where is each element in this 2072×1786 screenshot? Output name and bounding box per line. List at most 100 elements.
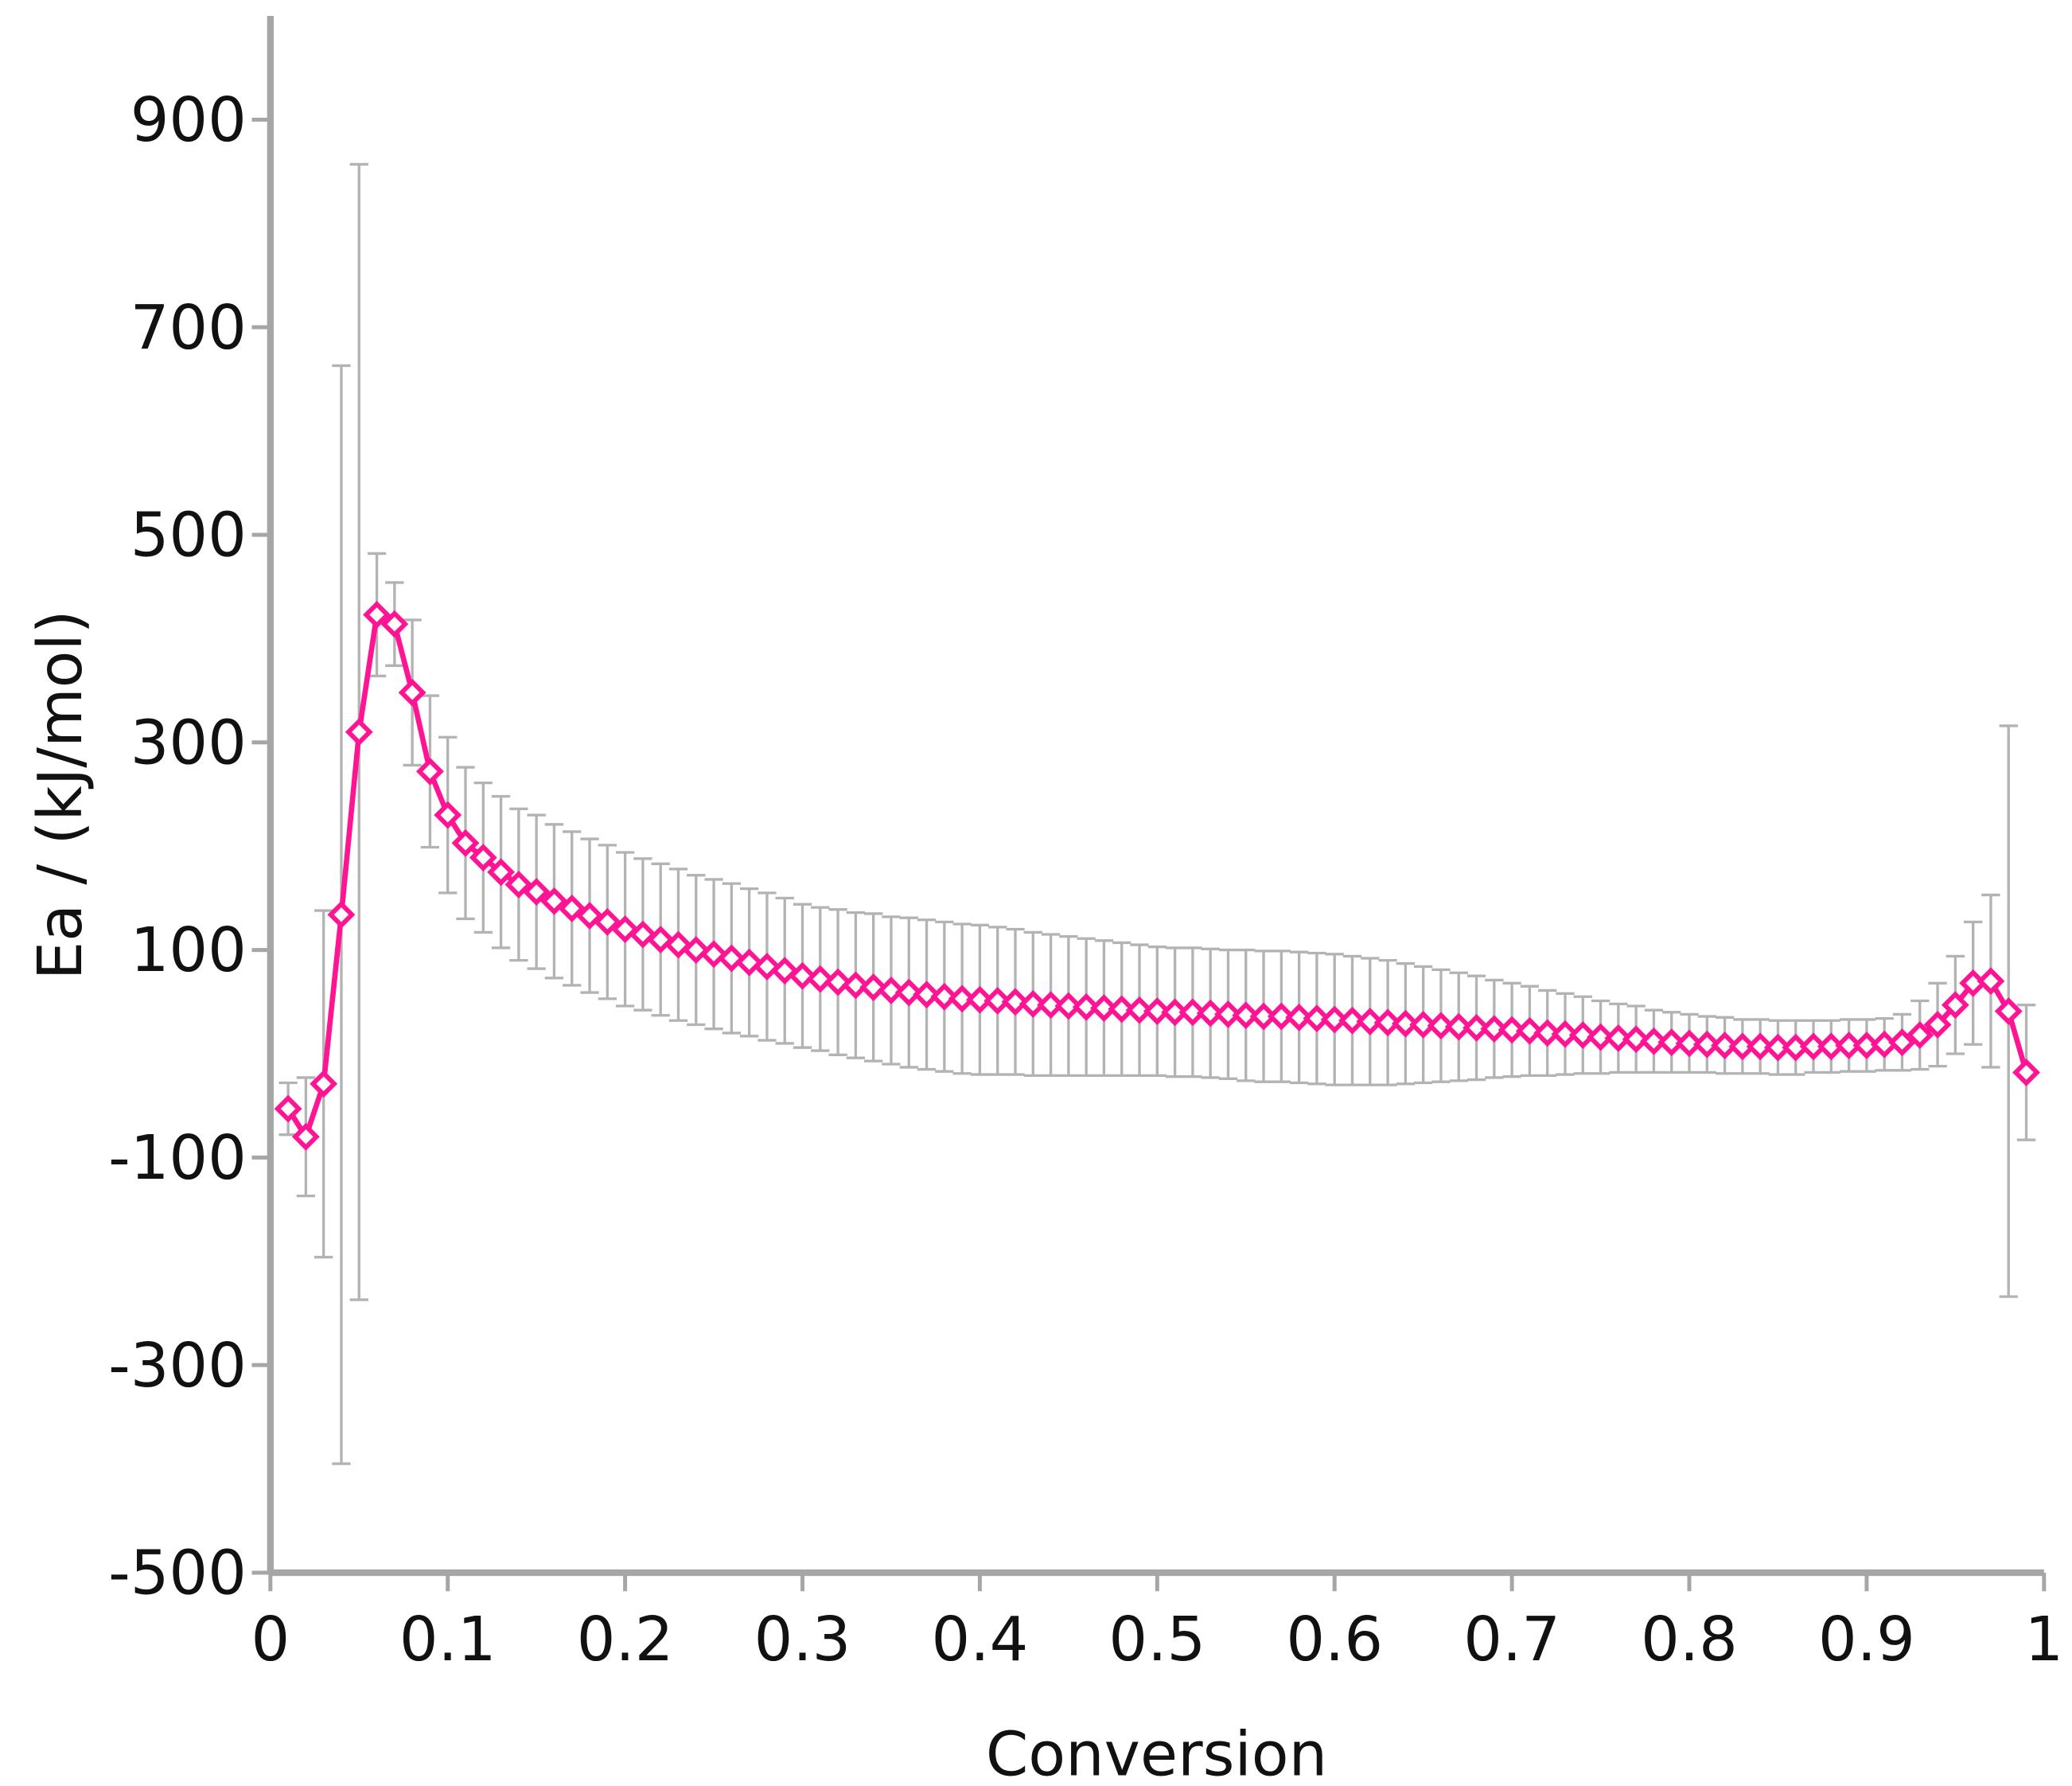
data-marker	[1125, 996, 1154, 1024]
data-marker	[1267, 1002, 1295, 1031]
x-tick-label: 0.7	[1463, 1605, 1560, 1675]
data-marker	[1037, 991, 1065, 1020]
data-marker	[1746, 1032, 1774, 1061]
data-marker	[1356, 1008, 1385, 1035]
data-marker	[894, 978, 923, 1007]
data-marker	[877, 977, 906, 1004]
x-tick-label: 0.4	[932, 1605, 1029, 1675]
data-marker	[1515, 1016, 1544, 1045]
data-marker	[415, 757, 444, 786]
data-marker	[1480, 1015, 1509, 1043]
data-marker	[1249, 1002, 1278, 1031]
data-marker	[913, 981, 941, 1009]
data-marker	[1196, 999, 1225, 1028]
data-marker	[841, 971, 870, 1000]
data-marker	[965, 985, 994, 1014]
data-marker	[451, 829, 480, 857]
data-marker	[1675, 1029, 1704, 1058]
y-tick-label: 100	[130, 915, 247, 986]
data-marker	[380, 610, 409, 638]
data-marker	[1711, 1031, 1739, 1059]
data-marker	[1444, 1012, 1473, 1041]
data-marker	[1906, 1021, 1934, 1049]
data-marker	[504, 870, 533, 899]
data-marker	[1835, 1031, 1864, 1059]
data-marker	[1108, 995, 1136, 1024]
data-marker	[469, 844, 497, 872]
data-marker	[1587, 1023, 1615, 1051]
data-marker	[1373, 1008, 1402, 1037]
y-axis-title: Ea / (kJ/mol)	[25, 610, 96, 980]
data-marker	[327, 900, 356, 929]
data-marker	[1657, 1028, 1686, 1057]
y-tick-label: 700	[130, 293, 247, 364]
y-tick-label: 300	[130, 708, 247, 778]
data-marker	[1728, 1032, 1757, 1061]
data-marker	[487, 858, 516, 887]
data-marker	[1072, 992, 1100, 1021]
data-marker	[1303, 1004, 1331, 1033]
data-marker	[363, 600, 391, 629]
data-marker	[1161, 998, 1190, 1027]
data-marker	[398, 678, 426, 707]
data-marker	[434, 801, 462, 829]
x-tick-label: 0.5	[1108, 1605, 1205, 1675]
x-tick-label: 0.3	[754, 1605, 851, 1675]
data-marker	[1090, 994, 1118, 1023]
data-marker	[1320, 1005, 1349, 1034]
data-marker	[1533, 1019, 1562, 1047]
data-marker	[770, 957, 799, 985]
data-marker	[1941, 991, 1969, 1020]
y-tick-label: 900	[130, 85, 247, 156]
data-marker	[1143, 997, 1171, 1025]
data-marker	[291, 1122, 320, 1151]
data-marker	[930, 982, 959, 1011]
data-marker	[983, 987, 1012, 1015]
data-marker	[1692, 1030, 1721, 1059]
data-marker	[310, 1070, 338, 1098]
y-tick-label: 500	[130, 501, 247, 571]
data-marker	[1622, 1025, 1650, 1054]
x-tick-label: 0	[251, 1605, 290, 1675]
data-marker	[1604, 1024, 1633, 1052]
data-marker	[1232, 1001, 1260, 1030]
data-marker	[593, 907, 621, 936]
data-marker	[2012, 1059, 2040, 1086]
data-marker	[646, 926, 675, 953]
data-marker	[717, 944, 746, 973]
data-marker	[1498, 1016, 1526, 1044]
data-marker	[1462, 1013, 1490, 1042]
x-tick-label: 0.9	[1818, 1605, 1915, 1675]
data-marker	[1018, 989, 1047, 1018]
data-marker	[1409, 1011, 1438, 1039]
data-marker	[1054, 992, 1083, 1020]
x-axis-title: Conversion	[986, 1720, 1327, 1786]
data-marker	[1285, 1003, 1314, 1031]
y-tick-label: -500	[108, 1538, 247, 1609]
x-tick-label: 0.6	[1286, 1605, 1383, 1675]
data-marker	[1994, 997, 2023, 1025]
data-marker	[1640, 1027, 1668, 1055]
data-marker	[1764, 1033, 1792, 1062]
data-marker	[1568, 1021, 1597, 1049]
data-marker	[522, 878, 551, 906]
y-tick-label: -300	[108, 1331, 247, 1402]
data-marker	[948, 985, 976, 1013]
data-marker	[824, 968, 852, 996]
data-marker	[1799, 1032, 1828, 1061]
data-marker	[859, 973, 888, 1001]
data-marker	[789, 961, 816, 990]
x-tick-label: 0.1	[399, 1605, 497, 1675]
data-marker	[806, 965, 835, 993]
data-marker	[345, 718, 373, 747]
data-marker	[558, 894, 586, 922]
data-marker	[274, 1094, 302, 1123]
y-tick-label: -100	[108, 1123, 247, 1194]
data-marker	[1551, 1020, 1579, 1048]
data-marker	[1001, 988, 1030, 1016]
x-tick-label: 0.8	[1641, 1605, 1738, 1675]
x-tick-label: 1	[2024, 1605, 2063, 1675]
data-marker	[1977, 967, 2005, 996]
data-marker	[1427, 1012, 1455, 1040]
